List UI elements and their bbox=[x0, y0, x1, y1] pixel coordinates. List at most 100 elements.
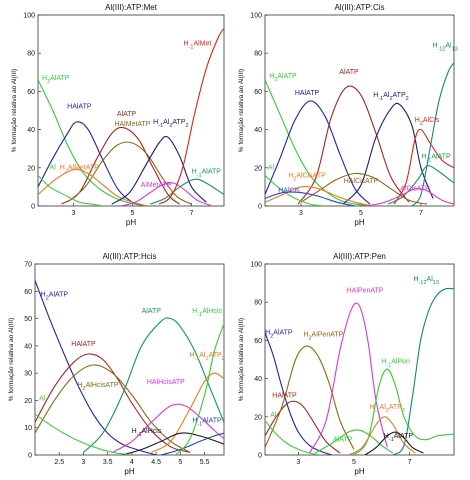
series-line bbox=[393, 128, 454, 205]
series-line bbox=[265, 100, 371, 205]
y-tick-label: 40 bbox=[254, 376, 262, 383]
series-line bbox=[314, 429, 394, 454]
series-label: H2AlATP bbox=[269, 73, 297, 83]
series-label: AlMetATP bbox=[141, 182, 172, 189]
series-line bbox=[160, 432, 224, 455]
y-tick-label: 0 bbox=[31, 204, 35, 211]
series-label: HAlMetATP bbox=[114, 121, 150, 128]
x-tick-label: 5 bbox=[359, 210, 363, 217]
series-line bbox=[38, 175, 104, 206]
y-tick-label: 20 bbox=[254, 165, 262, 172]
series-line bbox=[387, 165, 454, 205]
y-tick-label: 20 bbox=[27, 165, 35, 172]
series-label: HAlATP bbox=[67, 104, 92, 111]
y-tick-label: 100 bbox=[23, 13, 35, 20]
series-line bbox=[392, 287, 454, 455]
series-label: Al bbox=[268, 165, 275, 172]
x-axis-label: pH bbox=[354, 467, 364, 476]
x-tick-label: 7 bbox=[408, 459, 412, 466]
y-tick-label: 100 bbox=[250, 13, 262, 20]
y-axis-label: % formação relativa ao Al(III) bbox=[238, 318, 245, 401]
series-label: HAlPenATP bbox=[347, 288, 384, 295]
x-tick-label: 2.5 bbox=[54, 459, 64, 466]
series-line bbox=[297, 85, 410, 205]
x-tick-label: 5.5 bbox=[200, 459, 210, 466]
series-label: HAlCis bbox=[278, 188, 300, 195]
series-label: H-1AlATP bbox=[192, 169, 222, 179]
series-label: H2AlPenATP bbox=[303, 332, 343, 342]
series-label: AlATP bbox=[142, 308, 162, 315]
x-tick-label: 5 bbox=[178, 459, 182, 466]
series-line bbox=[83, 317, 224, 453]
y-tick-label: 40 bbox=[254, 127, 262, 134]
y-tick-label: 0 bbox=[258, 453, 262, 460]
series-label: H-1Al2ATP2 bbox=[189, 352, 224, 362]
y-tick-label: 30 bbox=[24, 371, 32, 378]
chart-title: Al(III):ATP:Cis bbox=[334, 3, 384, 12]
series-line bbox=[38, 168, 148, 206]
chart-title: Al(III):ATP:Hcis bbox=[102, 252, 156, 261]
y-tick-label: 40 bbox=[24, 343, 32, 350]
series-label: HAlHcisATP bbox=[147, 379, 185, 386]
series-line bbox=[175, 323, 224, 455]
series-line bbox=[364, 431, 424, 455]
series-label: Al bbox=[50, 165, 57, 172]
series-label: AlATP bbox=[117, 111, 137, 118]
series-label: Al bbox=[39, 395, 46, 402]
series-line bbox=[35, 280, 157, 455]
series-line bbox=[265, 186, 374, 206]
x-tick-label: 5 bbox=[352, 459, 356, 466]
series-label: HAlATP bbox=[295, 90, 320, 97]
y-tick-label: 40 bbox=[27, 127, 35, 134]
series-label: AlATP bbox=[339, 69, 359, 76]
series-label: H2AlATP bbox=[265, 330, 293, 340]
series-line bbox=[158, 28, 224, 205]
chart-panel: Al(III):ATP:Pen 0 20 40 60 80 100 3 5 7 pH % formaç… bbox=[238, 252, 455, 476]
x-tick-label: 3 bbox=[82, 459, 86, 466]
series-line bbox=[265, 345, 355, 450]
series-line bbox=[122, 432, 224, 455]
y-axis-label: % formação relativa ao Al(III) bbox=[11, 69, 18, 152]
x-axis-label: pH bbox=[124, 467, 134, 476]
plot-frame bbox=[264, 14, 455, 207]
series-line bbox=[366, 188, 454, 206]
series-label: H2AlHcisATP bbox=[77, 382, 118, 392]
series-label: HAlCisATP bbox=[344, 178, 379, 185]
y-tick-label: 60 bbox=[254, 89, 262, 96]
y-tick-label: 60 bbox=[24, 289, 32, 296]
chart-panel: Al(III):ATP:Cis 0 20 40 60 80 100 3 5 7 pH % formaç… bbox=[238, 3, 458, 227]
series-label: H-1Al2ATP2 bbox=[153, 119, 188, 129]
plot-frame bbox=[264, 263, 455, 456]
x-tick-label: 4 bbox=[130, 459, 134, 466]
series-label: H-1Al2ATP2 bbox=[373, 92, 408, 102]
series-line bbox=[35, 413, 132, 455]
x-tick-label: 3.5 bbox=[103, 459, 113, 466]
series-label: H-12Al13 bbox=[414, 276, 439, 286]
y-tick-label: 10 bbox=[24, 425, 32, 432]
series-label: HAlATP bbox=[71, 341, 96, 348]
series-label: HAlATP bbox=[272, 393, 297, 400]
x-tick-label: 5 bbox=[131, 210, 135, 217]
series-line bbox=[67, 141, 192, 205]
x-tick-label: 7 bbox=[190, 210, 194, 217]
series-line bbox=[61, 126, 181, 205]
x-axis-label: pH bbox=[126, 218, 136, 227]
series-label: H-1AlATP bbox=[384, 433, 414, 443]
y-tick-label: 50 bbox=[24, 316, 32, 323]
series-line bbox=[265, 79, 377, 206]
y-tick-label: 60 bbox=[27, 89, 35, 96]
chart-panel: Al(III):ATP:Hcis 0 10 20 30 40 50 60 70 2.5 3 3.5 4 4… bbox=[8, 252, 225, 476]
series-line bbox=[112, 403, 224, 453]
series-line bbox=[149, 178, 224, 205]
series-label: H-1AlHcis bbox=[132, 428, 162, 438]
plot-frame bbox=[37, 14, 225, 207]
y-tick-label: 0 bbox=[258, 204, 262, 211]
x-tick-label: 3 bbox=[296, 459, 300, 466]
series-label: H2AlATP bbox=[41, 292, 69, 302]
series-line bbox=[265, 174, 326, 206]
series-line bbox=[35, 353, 191, 453]
series-label: H-1AlATP bbox=[421, 153, 451, 163]
series-label: H-1AlHcis bbox=[192, 308, 222, 318]
series-label: H-12Al13 bbox=[432, 42, 457, 52]
